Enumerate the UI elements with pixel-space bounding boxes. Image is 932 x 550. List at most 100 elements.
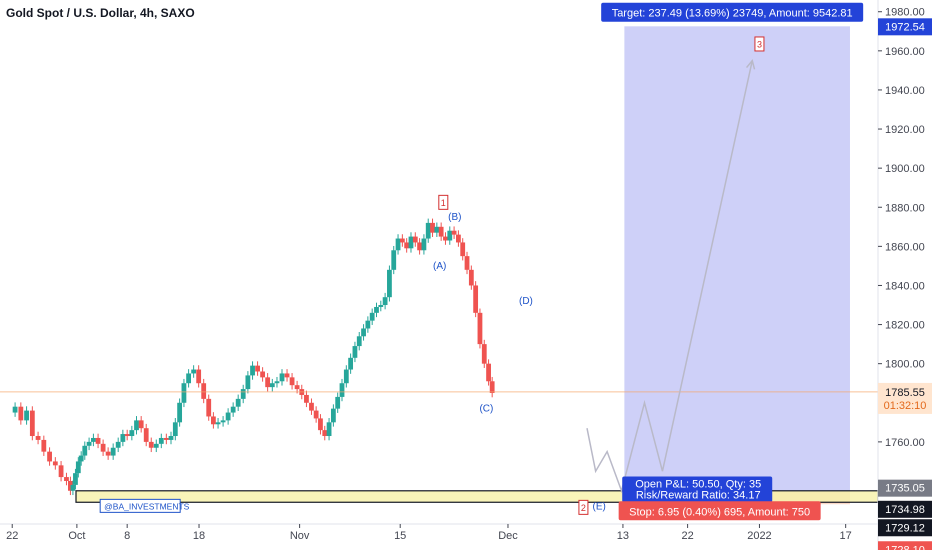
candle[interactable] [143,428,149,442]
candle[interactable] [100,443,106,452]
candle[interactable] [58,465,64,478]
candle[interactable] [443,236,448,241]
candle[interactable] [339,383,345,397]
candle[interactable] [473,285,479,313]
candle[interactable] [451,230,457,235]
candle[interactable] [269,383,275,388]
candle[interactable] [369,312,375,321]
candle[interactable] [447,230,453,241]
candle[interactable] [41,439,47,452]
candle[interactable] [138,420,144,429]
candle[interactable] [265,377,271,388]
candle[interactable] [191,369,197,374]
candle[interactable] [215,422,221,425]
candle[interactable] [279,373,285,382]
candle[interactable] [250,365,255,376]
candle[interactable] [382,297,388,306]
candle[interactable] [260,371,266,378]
candle[interactable] [134,420,139,431]
candle[interactable] [318,418,323,431]
candle[interactable] [68,480,73,491]
candle[interactable] [29,410,35,437]
candle[interactable] [172,422,178,437]
candle[interactable] [225,412,231,421]
candle[interactable] [153,443,159,448]
candle[interactable] [468,269,474,286]
candle[interactable] [105,451,111,456]
candle[interactable] [82,445,88,456]
candle[interactable] [255,365,260,372]
candle[interactable] [35,436,41,440]
candle[interactable] [313,410,319,419]
candle[interactable] [460,242,466,257]
candle[interactable] [47,451,52,462]
candle[interactable] [12,406,18,413]
candle[interactable] [391,250,397,270]
candle[interactable] [148,441,154,448]
candle[interactable] [455,234,461,243]
candle[interactable] [361,328,366,337]
candle[interactable] [304,394,309,403]
candle[interactable] [240,389,246,399]
candle[interactable] [387,269,392,298]
candle[interactable] [289,377,295,386]
candle[interactable] [352,346,358,358]
candle[interactable] [274,381,280,384]
candle[interactable] [210,416,216,425]
candle[interactable] [326,422,332,437]
candle[interactable] [73,473,78,485]
candle[interactable] [425,222,431,239]
candle[interactable] [115,441,121,448]
candle[interactable] [365,320,371,329]
candle[interactable] [129,430,135,437]
candle[interactable] [64,477,69,481]
candle[interactable] [235,398,241,407]
candle[interactable] [430,222,435,233]
candle[interactable] [70,484,76,491]
price-axis[interactable] [878,0,932,550]
candle[interactable] [322,430,328,437]
candle[interactable] [158,437,164,444]
candle[interactable] [24,410,29,421]
candle[interactable] [124,434,130,437]
candle[interactable] [399,238,405,243]
target-zone[interactable] [624,26,850,491]
candle[interactable] [378,305,384,307]
projection-path[interactable] [586,60,753,494]
candle[interactable] [18,406,24,421]
candle[interactable] [95,437,101,444]
candle[interactable] [52,461,58,466]
candle[interactable] [395,238,401,251]
candle[interactable] [220,420,226,423]
candle[interactable] [86,441,92,446]
candle[interactable] [309,402,314,411]
candle[interactable] [464,256,470,270]
candle[interactable] [335,396,341,409]
candle[interactable] [284,373,290,378]
candle[interactable] [417,242,423,251]
candle[interactable] [434,226,440,233]
candle[interactable] [120,434,126,442]
candle[interactable] [343,369,349,384]
candle[interactable] [168,436,174,440]
candle[interactable] [163,437,169,440]
candle[interactable] [486,363,491,382]
candle[interactable] [438,226,444,237]
candle[interactable] [201,383,207,399]
candle[interactable] [110,447,116,456]
candle[interactable] [177,402,183,423]
candle[interactable] [489,381,495,393]
candle[interactable] [330,408,336,423]
candle[interactable] [421,238,427,251]
candle[interactable] [196,369,202,384]
candle[interactable] [245,375,251,390]
candle[interactable] [294,385,300,390]
candle[interactable] [78,455,84,462]
candle[interactable] [408,236,414,249]
candle[interactable] [186,373,192,384]
candle[interactable] [356,336,362,347]
candle[interactable] [374,306,379,313]
candle[interactable] [91,437,96,442]
candle[interactable] [348,357,354,370]
